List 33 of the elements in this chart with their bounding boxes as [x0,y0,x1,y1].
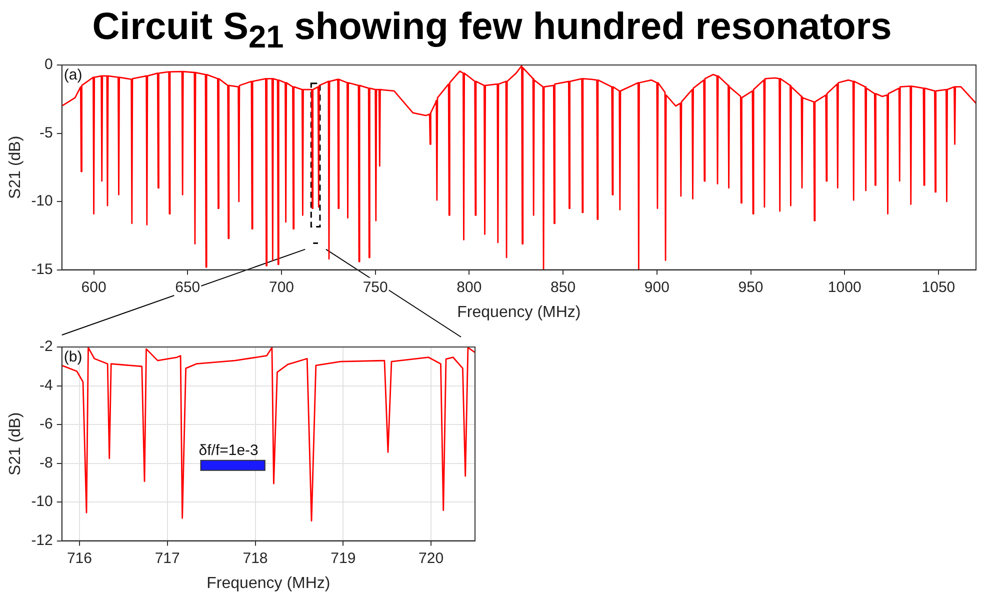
x-tick-label: 900 [644,278,670,296]
x-axis-title: Frequency (MHz) [457,304,581,321]
x-tick-label: 716 [66,550,92,567]
x-tick-label: 720 [418,550,444,567]
x-tick-label: 700 [268,278,294,296]
y-tick-label: -8 [40,454,53,472]
x-tick-label: 600 [81,278,106,296]
band-label: δf/f=1e-3 [198,442,258,460]
x-tick-label: 1050 [922,278,956,296]
y-tick-label: -4 [40,376,53,394]
y-tick-label: -6 [40,416,53,433]
x-tick-label: 719 [330,550,356,567]
x-tick-label: 950 [738,278,764,296]
y-tick-label: -10 [31,493,53,510]
x-tick-label: 800 [456,278,482,296]
y-tick-label: -12 [31,532,53,549]
y-tick-label: -5 [40,124,53,142]
y-tick-label: 0 [44,56,53,74]
y-tick-label: -10 [31,192,53,210]
annotation: (b) [64,348,82,366]
x-axis-title: Frequency (MHz) [206,574,330,592]
annotation: (a) [64,66,82,84]
y-tick-label: -15 [31,260,53,278]
x-tick-label: 717 [154,550,180,567]
x-tick-label: 650 [175,278,200,296]
y-tick-label: -2 [40,338,53,356]
x-tick-label: 750 [362,278,388,296]
chart-title: Circuit S$_{21}$ showing few hundred resonators [91,6,893,56]
y-axis-title: S21 (dB) [7,136,24,199]
x-tick-label: 718 [242,550,268,567]
y-axis-title: S21 (dB) [7,412,24,476]
x-tick-label: 1000 [828,278,862,296]
x-tick-label: 850 [550,278,576,296]
